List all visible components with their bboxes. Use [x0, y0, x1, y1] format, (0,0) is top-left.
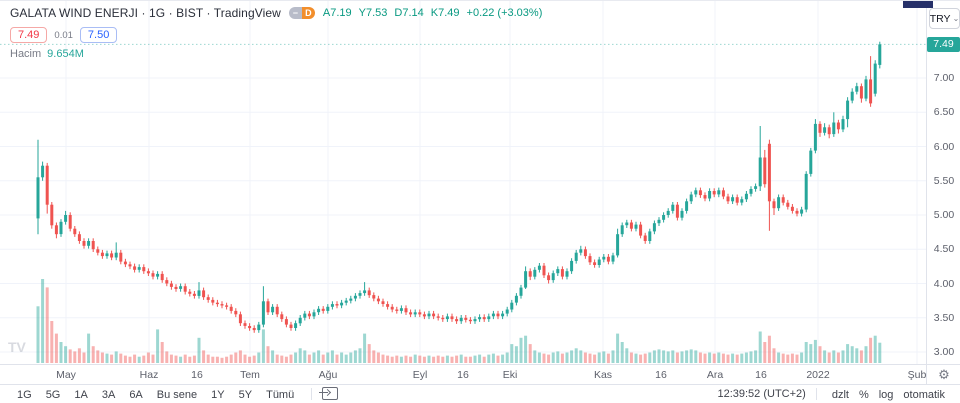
- currency-label: TRY: [929, 12, 951, 25]
- mode-button-otomatik[interactable]: otomatik: [898, 388, 950, 402]
- x-axis-tick: Eki: [502, 369, 518, 381]
- x-axis-tick: Ağu: [318, 369, 338, 381]
- x-axis-tick: Kas: [593, 369, 613, 381]
- ask-price[interactable]: 7.50: [79, 27, 118, 43]
- currency-dropdown[interactable]: TRY ⌄: [929, 8, 960, 29]
- divider: [815, 387, 817, 400]
- range-button-tümü[interactable]: Tümü: [259, 388, 301, 402]
- x-axis-tick: Ara: [706, 369, 724, 381]
- x-axis-tick: Tem: [240, 369, 260, 381]
- volume-row: Hacim 9.654M: [10, 48, 542, 60]
- symbol-title[interactable]: GALATA WIND ENERJI · 1G · BIST · Trading…: [10, 6, 281, 20]
- clock-label[interactable]: 12:39:52 (UTC+2): [717, 387, 806, 400]
- x-axis-tick: 2022: [806, 369, 830, 381]
- change-value: +0.22 (+3.03%): [466, 7, 543, 19]
- y-axis-tick: 6.50: [933, 106, 955, 119]
- spread-value: 0.01: [54, 29, 73, 41]
- chevron-down-icon: ⌄: [952, 14, 960, 23]
- mode-button-log[interactable]: log: [874, 388, 899, 402]
- range-buttons: 1G 5G 1A 3A 6A Bu sene 1Y 5Y Tümü: [10, 385, 339, 403]
- bid-price[interactable]: 7.49: [10, 27, 48, 43]
- x-axis-tick: May: [56, 369, 76, 381]
- y-axis-tick: 3.00: [933, 346, 955, 358]
- range-button-bu-sene[interactable]: Bu sene: [150, 388, 204, 402]
- ohlc-values: A7.19 Y7.53 D7.14 K7.49 +0.22 (+3.03%): [323, 7, 542, 19]
- range-button-5g[interactable]: 5G: [39, 388, 68, 402]
- chart-header: GALATA WIND ENERJI · 1G · BIST · Trading…: [10, 5, 542, 60]
- divider: [311, 387, 313, 400]
- bottom-toolbar: 1G 5G 1A 3A 6A Bu sene 1Y 5Y Tümü 12:39:52 (UTC+…: [0, 384, 960, 402]
- y-axis-tick: 6.00: [933, 140, 955, 153]
- partial-hidden-button[interactable]: [903, 1, 933, 8]
- mode-button-dzlt[interactable]: dzlt: [827, 388, 854, 402]
- y-axis-tick: 4.00: [933, 277, 955, 290]
- axis-corner: ⚙: [926, 364, 960, 385]
- range-button-1a[interactable]: 1A: [67, 388, 94, 402]
- x-axis-tick: Haz: [139, 369, 159, 381]
- open-value: A7.19: [322, 7, 352, 19]
- bid-ask-row: 7.49 0.01 7.50: [10, 27, 542, 43]
- high-value: Y7.53: [358, 7, 388, 19]
- mode-button-percent[interactable]: %: [854, 388, 874, 402]
- x-axis-tick: Eyl: [412, 369, 428, 381]
- x-axis-tick: 16: [191, 369, 203, 381]
- delayed-data-badge[interactable]: − D: [288, 7, 315, 19]
- last-price-tag: 7.49: [927, 37, 960, 52]
- x-axis-tick: 16: [755, 369, 767, 381]
- low-value: D7.14: [394, 7, 424, 19]
- range-button-1y[interactable]: 1Y: [204, 388, 231, 402]
- y-axis-tick: 3.50: [933, 311, 955, 324]
- tradingview-watermark: TV: [8, 339, 26, 355]
- close-value: K7.49: [430, 7, 460, 19]
- time-axis[interactable]: May Haz 16 Tem Ağu Eyl 16 Eki Kas 16 Ara 16 2022 Şub: [0, 364, 926, 385]
- range-button-5y[interactable]: 5Y: [232, 388, 259, 402]
- minus-icon: −: [288, 7, 302, 19]
- y-axis-tick: 4.50: [933, 243, 955, 256]
- range-button-1g[interactable]: 1G: [10, 388, 39, 402]
- y-axis-tick: 5.50: [933, 174, 955, 187]
- chart-canvas[interactable]: TV: [0, 1, 926, 364]
- candlestick-chart[interactable]: [0, 1, 926, 364]
- delayed-d-icon: D: [301, 7, 315, 19]
- go-to-date-icon[interactable]: [319, 387, 339, 400]
- range-button-3a[interactable]: 3A: [95, 388, 122, 402]
- y-axis-tick: 7.00: [933, 72, 955, 84]
- footer-right: 12:39:52 (UTC+2) dzlt% log otomatik: [717, 385, 950, 403]
- price-axis[interactable]: 7.49 7.00 6.50 6.00 5.50 5.00 4.50 4.00 3.50 3.0…: [926, 1, 960, 364]
- y-axis-tick: 5.00: [933, 209, 955, 221]
- volume-value: 9.654M: [47, 48, 84, 60]
- volume-label: Hacim: [10, 48, 42, 60]
- x-axis-tick: Şub: [907, 369, 927, 381]
- x-axis-tick: 16: [655, 369, 667, 381]
- x-axis-tick: 16: [457, 369, 469, 381]
- gear-icon[interactable]: ⚙: [938, 367, 950, 382]
- range-button-6a[interactable]: 6A: [122, 388, 149, 402]
